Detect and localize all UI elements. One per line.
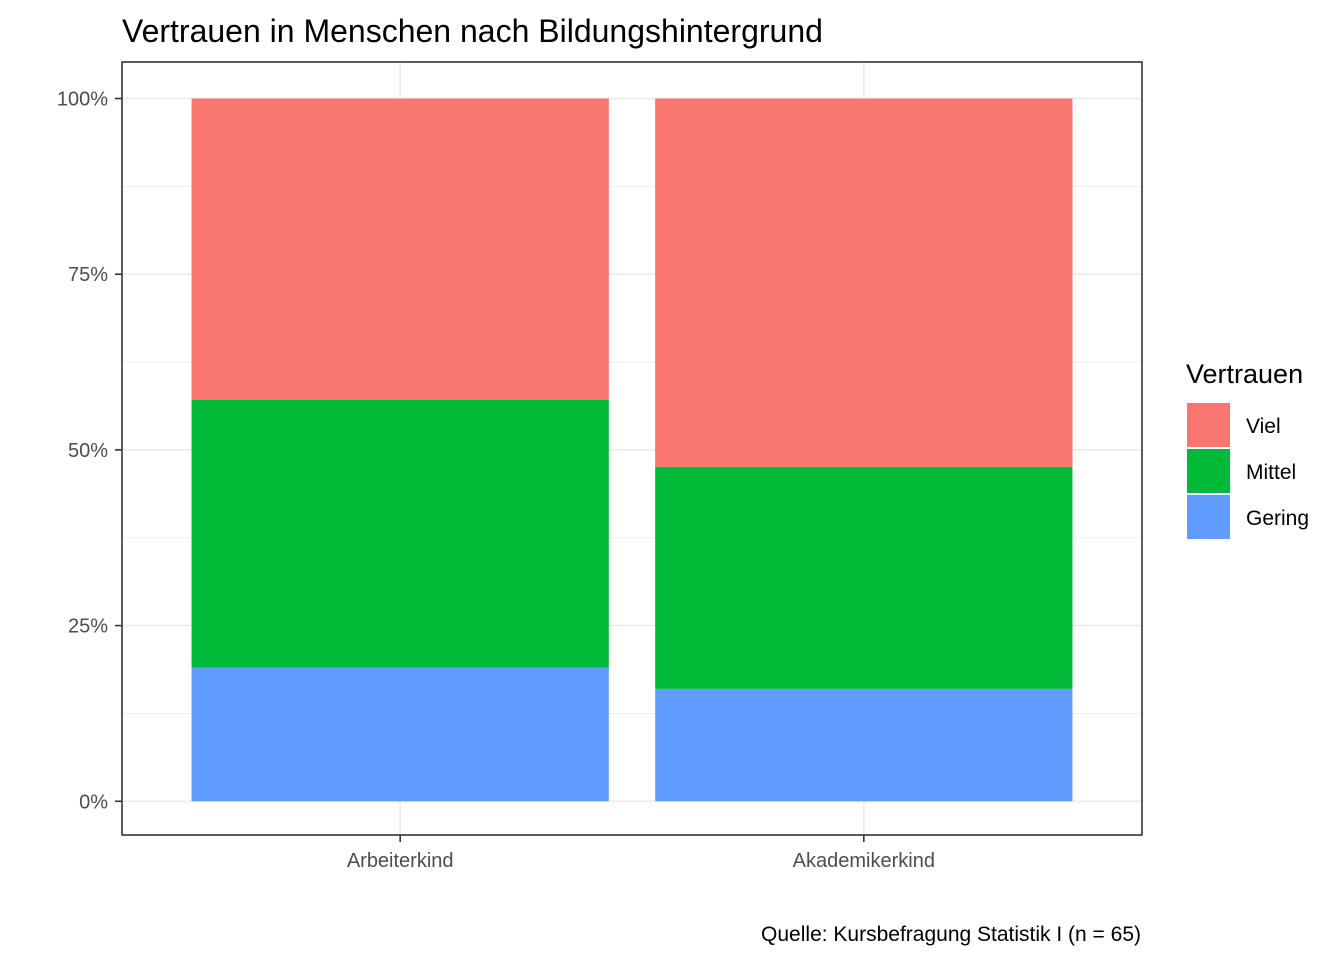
plot-panel [121,61,1143,836]
legend-items: Viel Mittel Gering [1187,403,1309,539]
bar-segment-akademikerkind-mittel [655,466,1073,689]
plot-border [121,61,1143,836]
legend-key-mittel [1187,449,1230,493]
y-tick-label: 75% [68,264,108,286]
y-axis: 0% 25% 50% 75% 100% [57,89,122,813]
y-tick-label: 25% [68,616,108,638]
legend-key-viel [1187,403,1230,447]
y-tick-label: 100% [57,89,108,111]
x-tick-label: Arbeiterkind [347,850,454,872]
bar-segment-akademikerkind-viel [655,98,1073,467]
legend-label-mittel: Mittel [1246,461,1296,484]
bars [191,98,1073,802]
x-axis: Arbeiterkind Akademikerkind [347,835,935,872]
legend-key-gering [1187,495,1230,539]
y-tick-label: 0% [79,791,108,813]
bar-segment-arbeiterkind-viel [191,98,609,401]
y-tick-label: 50% [68,440,108,462]
bar-segment-arbeiterkind-gering [191,667,609,802]
bar-segment-arbeiterkind-mittel [191,400,609,668]
chart-title: Vertrauen in Menschen nach Bildungshinte… [122,13,823,49]
legend-label-gering: Gering [1246,507,1309,530]
chart-caption: Quelle: Kursbefragung Statistik I (n = 6… [761,923,1141,946]
bar-segment-akademikerkind-gering [655,688,1073,802]
legend: Vertrauen Viel Mittel Gering [1186,359,1309,539]
legend-title: Vertrauen [1186,359,1303,389]
legend-label-viel: Viel [1246,415,1281,438]
x-tick-label: Akademikerkind [793,850,935,872]
